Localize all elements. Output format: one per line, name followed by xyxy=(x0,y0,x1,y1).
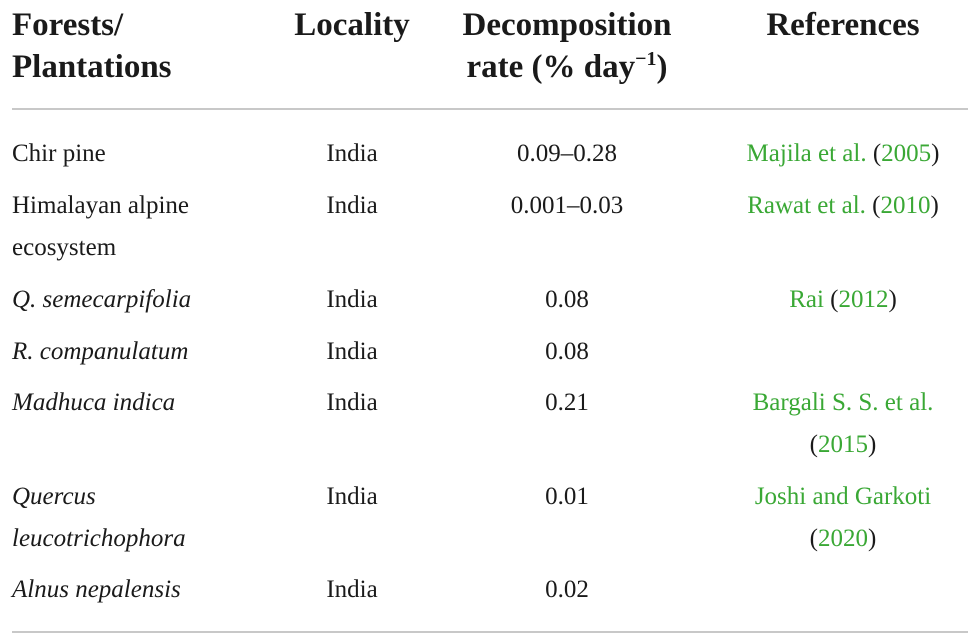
row-0-ref-year[interactable]: 2005 xyxy=(881,140,932,167)
header-decomposition-line1: Decomposition xyxy=(462,7,672,43)
row-0-forest-line1: Chir pine xyxy=(12,140,106,167)
header-locality: Locality xyxy=(294,7,410,43)
row-0-locality: India xyxy=(326,140,378,167)
row-3-forest-line1: R. companulatum xyxy=(12,338,189,365)
row-4-ref-author[interactable]: Bargali S. S. et al. xyxy=(752,389,934,416)
row-4-rate: 0.21 xyxy=(545,389,589,416)
row-2-forest: Q. semecarpifolia xyxy=(12,279,292,321)
header-forests-line1: Forests/ xyxy=(12,7,124,43)
row-5-rate: 0.01 xyxy=(545,483,589,510)
row-2-locality: India xyxy=(326,286,378,313)
row-0-rate: 0.09–0.28 xyxy=(517,140,617,167)
header-references: References xyxy=(766,7,920,43)
row-0-forest: Chir pine xyxy=(12,133,292,175)
row-2-ref-author[interactable]: Rai xyxy=(789,286,824,313)
row-1-forest-line1: Himalayan alpine xyxy=(12,192,190,219)
row-3-rate: 0.08 xyxy=(545,338,589,365)
row-5-locality: India xyxy=(326,483,378,510)
header-rate-text: rate (% day xyxy=(466,49,636,85)
row-5-ref-year[interactable]: 2020 xyxy=(818,525,868,552)
row-1-reference[interactable]: Rawat et al. (2010) xyxy=(747,192,939,219)
row-1-ref-author[interactable]: Rawat et al. xyxy=(747,192,866,219)
row-5-ref-author[interactable]: Joshi and Garkoti xyxy=(754,483,932,510)
row-3-forest: R. companulatum xyxy=(12,331,292,373)
row-6-forest-line1: Alnus nepalensis xyxy=(12,576,181,603)
row-2-rate: 0.08 xyxy=(545,286,589,313)
row-5-reference[interactable]: Joshi and Garkoti (2020) xyxy=(754,483,932,552)
row-6-forest: Alnus nepalensis xyxy=(12,569,292,611)
row-5-forest: Quercus leucotrichophora xyxy=(12,476,292,560)
row-1-rate: 0.001–0.03 xyxy=(510,192,624,219)
row-1-forest: Himalayan alpine ecosystem xyxy=(12,185,292,269)
row-3-locality: India xyxy=(326,338,378,365)
row-5-forest-line2: leucotrichophora xyxy=(12,525,186,552)
header-rate-close: ) xyxy=(656,49,668,85)
header-decomposition-line2: rate (% day−1) xyxy=(440,46,694,92)
row-0-ref-author[interactable]: Majila et al. xyxy=(746,140,867,167)
row-2-ref-year[interactable]: 2012 xyxy=(838,286,889,313)
header-decomposition: Decomposition rate (% day−1) xyxy=(440,4,694,92)
header-forests-line2: Plantations xyxy=(12,49,172,85)
row-6-rate: 0.02 xyxy=(545,576,589,603)
row-4-forest: Madhuca indica xyxy=(12,382,292,424)
row-2-reference[interactable]: Rai (2012) xyxy=(789,286,897,313)
row-1-locality: India xyxy=(326,192,378,219)
header-forests: Forests/ Plantations xyxy=(12,4,172,88)
row-2-forest-line1: Q. semecarpifolia xyxy=(12,286,192,313)
row-4-forest-line1: Madhuca indica xyxy=(12,389,176,416)
row-4-locality: India xyxy=(326,389,378,416)
row-1-forest-line2: ecosystem xyxy=(12,234,117,261)
row-1-ref-year[interactable]: 2010 xyxy=(880,192,931,219)
row-5-forest-line1: Quercus xyxy=(12,483,96,510)
row-0-reference[interactable]: Majila et al. (2005) xyxy=(746,140,940,167)
table-bottom-rule xyxy=(12,631,968,633)
row-4-reference[interactable]: Bargali S. S. et al. (2015) xyxy=(752,389,934,458)
header-rate-exponent: −1 xyxy=(635,48,657,70)
header-divider xyxy=(12,108,968,110)
row-4-ref-year[interactable]: 2015 xyxy=(818,431,868,458)
row-6-locality: India xyxy=(326,576,378,603)
